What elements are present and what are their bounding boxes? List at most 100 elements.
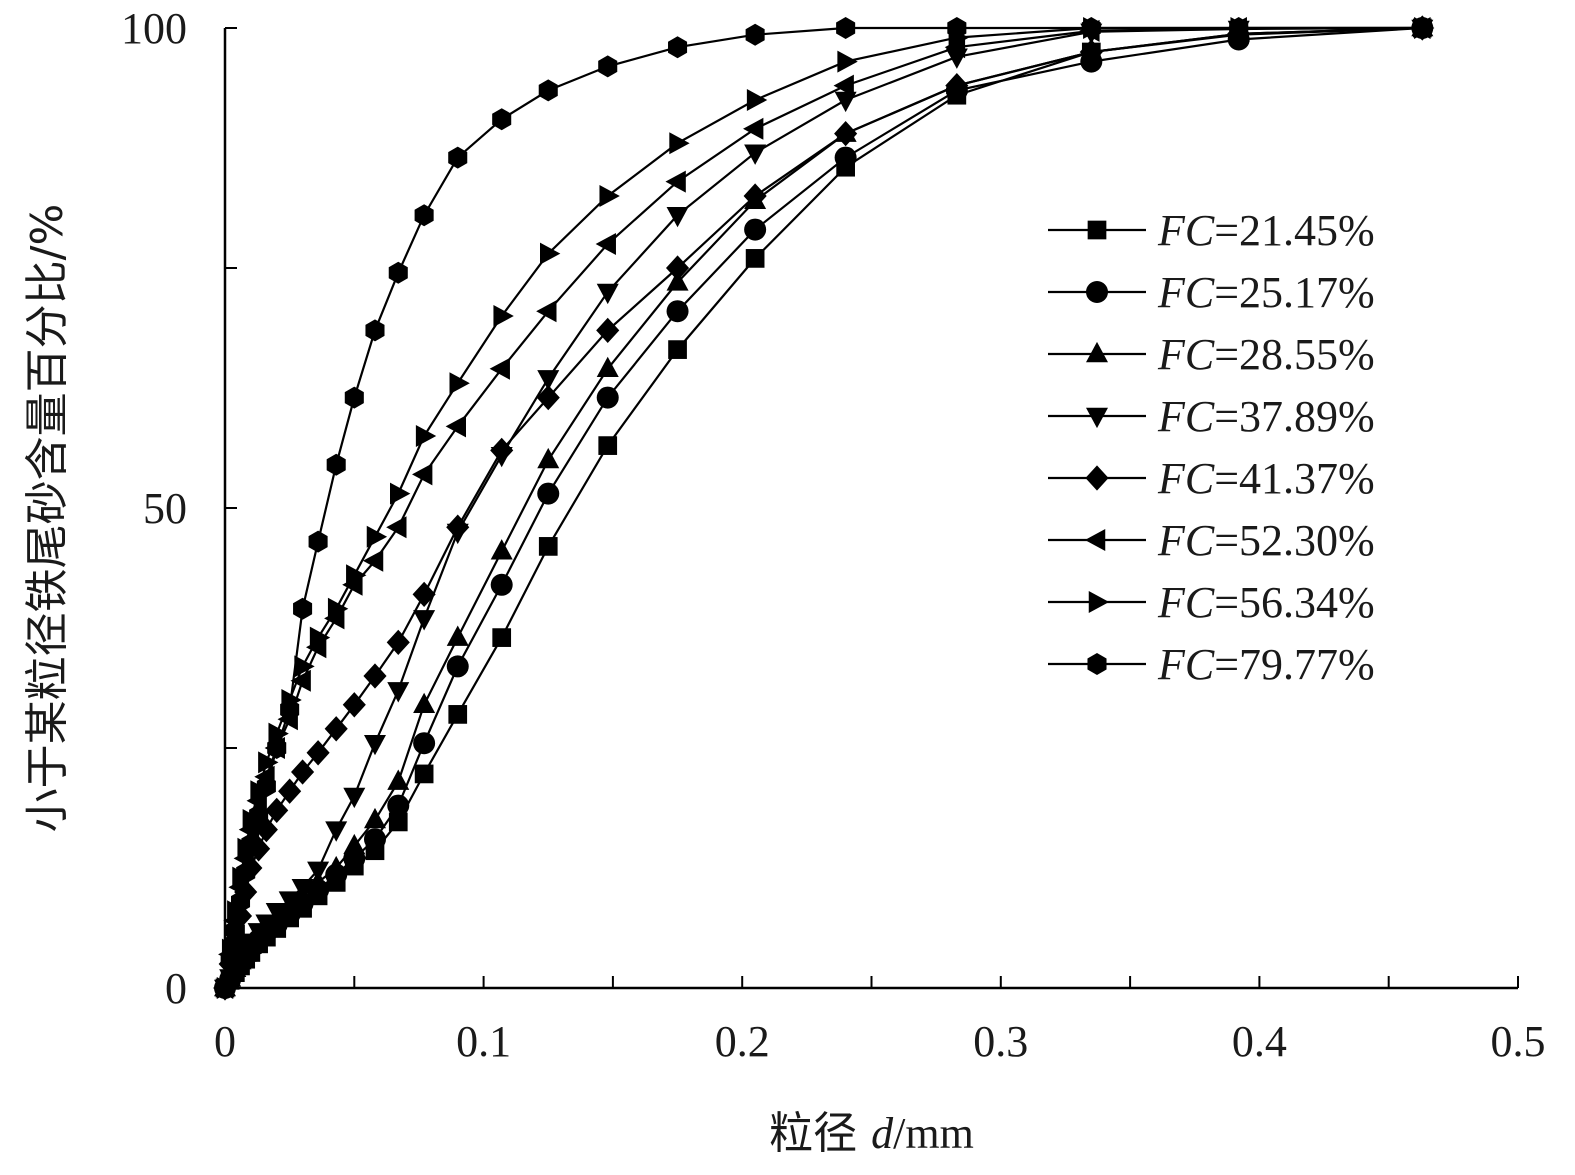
data-point [538,79,558,102]
series-line [224,26,1423,989]
data-point [236,861,256,884]
legend: FC=21.45% FC=25.17% FC=28.55% FC=37.89% FC=4… [1048,206,1375,689]
data-point [947,17,967,39]
series-4 [214,19,1434,1001]
legend-marker [1087,653,1107,675]
data-point [536,300,557,323]
data-point [278,891,301,912]
data-point [255,914,278,935]
series-3 [214,15,1434,997]
legend-marker [1086,407,1108,429]
data-point [388,812,408,832]
data-point [220,948,240,971]
data-point [746,89,768,111]
data-point [343,833,366,855]
data-point [833,74,854,97]
data-point [665,170,686,193]
data-point [490,539,513,560]
series-group [212,15,1435,1001]
data-point [278,778,302,804]
data-point [258,751,279,774]
data-point [596,283,619,305]
data-point [386,629,410,656]
legend-marker [1088,591,1110,613]
data-point [596,386,619,409]
data-point [446,655,469,678]
legend-entry: FC=56.34% [1048,578,1375,627]
series-7 [216,17,1435,999]
data-point [415,425,437,447]
data-point [256,775,276,798]
data-point [537,370,560,391]
data-point [445,415,466,438]
data-point [837,50,858,73]
data-point [666,255,690,281]
data-point [363,807,386,829]
data-point [536,384,560,411]
data-point [387,794,410,817]
x-tick-label: 0.2 [715,1017,770,1066]
data-point [265,797,289,824]
data-point [537,447,560,469]
data-point [834,91,857,113]
data-point [1229,17,1249,39]
series-line [223,26,1423,989]
data-point [363,663,387,689]
series-8 [215,17,1432,999]
series-line [224,26,1423,989]
data-point [745,249,765,268]
data-point [1079,39,1103,65]
legend-marker [1086,341,1108,363]
legend-entry: FC=41.37% [1048,454,1375,503]
legend-label: FC=21.45% [1157,206,1375,255]
data-point [291,759,315,785]
legend-entry: FC=37.89% [1048,392,1375,441]
data-point [346,564,367,587]
data-point [362,549,384,572]
data-point [307,861,330,883]
data-point [492,108,512,131]
data-point [308,530,328,553]
axis-titles: 粒径 d/mm 小于某粒径铁尾砂含量百分比/% [22,204,974,1159]
data-point [413,692,436,714]
x-tick-label: 0.5 [1491,1017,1546,1066]
data-point [386,516,407,539]
x-axis-title: 粒径 d/mm [769,1108,974,1159]
legend-entry: FC=79.77% [1048,640,1375,689]
data-point [413,610,436,631]
data-point [363,734,386,756]
data-point [538,537,558,556]
data-point [265,902,288,924]
x-tick-label: 0.3 [973,1017,1028,1066]
data-point [309,626,331,649]
data-point [388,261,408,284]
data-point [490,573,513,596]
legend-label: FC=41.37% [1157,454,1375,503]
legend-label: FC=56.34% [1157,578,1375,627]
data-point [596,356,619,378]
data-point [326,453,346,476]
series-1 [215,18,1432,998]
data-point [230,890,251,913]
data-point [294,655,315,678]
data-point [387,769,410,790]
data-point [290,669,311,692]
data-point [412,463,433,486]
series-6 [212,17,1431,999]
data-point [446,625,469,646]
axes [223,28,1518,990]
x-tick-label: 0 [214,1017,236,1066]
data-point [745,23,765,46]
data-point [324,716,348,742]
legend-entry: FC=52.30% [1048,516,1375,565]
data-point [836,17,856,39]
data-point [449,372,470,395]
legend-entry: FC=28.55% [1048,330,1375,379]
data-point [387,682,410,703]
data-point [448,705,468,724]
legend-label: FC=37.89% [1157,392,1375,441]
data-point [599,185,620,207]
data-point [343,787,366,809]
legend-marker [1085,465,1109,491]
